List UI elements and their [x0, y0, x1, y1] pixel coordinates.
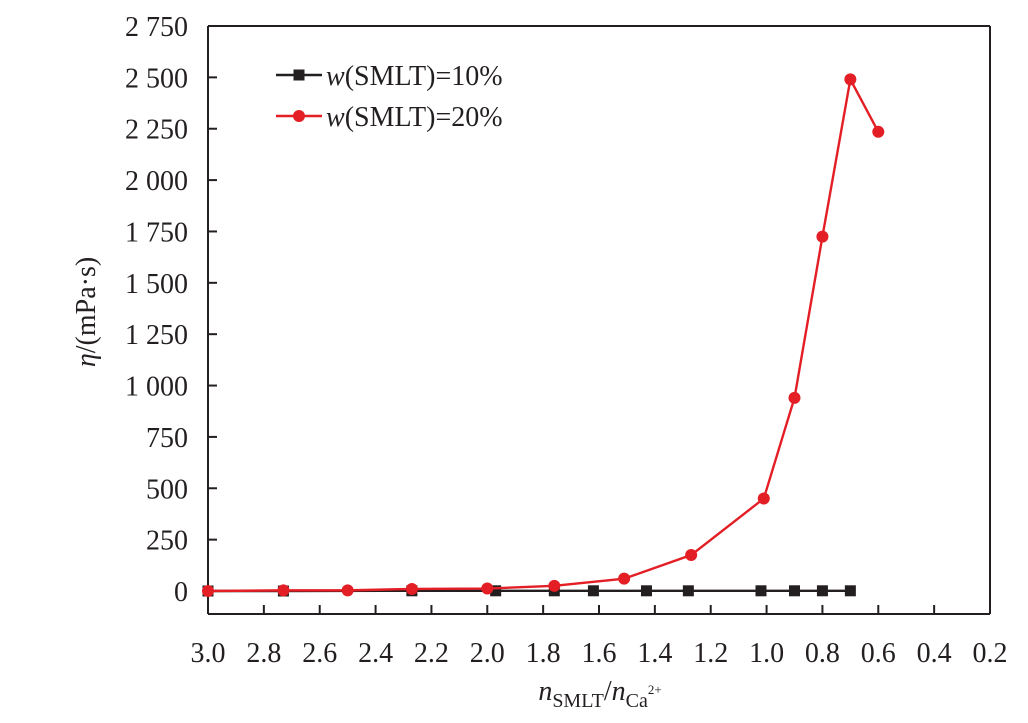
x-tick-label: 0.4 — [917, 638, 952, 669]
x-tick-label: 1.0 — [749, 638, 784, 669]
data-point — [342, 584, 354, 596]
data-point — [277, 584, 289, 596]
y-tick-label: 1 500 — [125, 269, 188, 300]
data-point — [548, 580, 560, 592]
data-point — [683, 585, 694, 596]
data-point — [641, 585, 652, 596]
data-point — [844, 73, 856, 85]
legend-label: w(SMLT)=20% — [326, 102, 503, 133]
y-tick-label: 250 — [146, 526, 188, 557]
y-tick-label: 2 750 — [125, 12, 188, 43]
x-tick-label: 2.0 — [470, 638, 505, 669]
x-tick-label: 0.6 — [861, 638, 896, 669]
data-point — [755, 585, 766, 596]
data-point — [685, 549, 697, 561]
x-axis-label: nSMLT/nCa2+ — [538, 676, 661, 712]
x-tick-label: 2.6 — [302, 638, 337, 669]
series-layer — [202, 73, 884, 597]
x-tick-label: 1.4 — [637, 638, 672, 669]
data-point — [872, 126, 884, 138]
legend-marker — [293, 110, 305, 122]
y-tick-label: 1 750 — [125, 217, 188, 248]
x-tick-label: 2.8 — [246, 638, 281, 669]
data-point — [845, 585, 856, 596]
data-point — [588, 585, 599, 596]
x-tick-label: 3.0 — [191, 638, 226, 669]
data-point — [758, 493, 770, 505]
x-tick-label: 2.4 — [358, 638, 393, 669]
legend-marker — [294, 70, 305, 81]
ticks: 0 250 500 750 1 000 1 250 1 500 1 750 2 000 2 250… — [125, 12, 1008, 669]
data-point — [618, 573, 630, 585]
legend-entry-1: w(SMLT)=10% — [276, 61, 503, 92]
y-tick-label: 1 000 — [125, 372, 188, 403]
data-point — [481, 583, 493, 595]
y-tick-label: 2 500 — [125, 63, 188, 94]
data-point — [789, 585, 800, 596]
x-tick-label: 0.8 — [805, 638, 840, 669]
x-tick-label: 1.8 — [526, 638, 561, 669]
x-tick-label: 2.2 — [414, 638, 449, 669]
x-tick-label: 1.2 — [693, 638, 728, 669]
data-point — [789, 392, 801, 404]
y-axis-label: η/(mPa·s) — [71, 257, 102, 367]
data-point — [816, 231, 828, 243]
y-tick-label: 750 — [146, 423, 188, 454]
series-line — [208, 79, 878, 591]
y-tick-label: 500 — [146, 474, 188, 505]
y-tick-label: 2 000 — [125, 166, 188, 197]
data-point — [202, 585, 214, 597]
legend: w(SMLT)=10% w(SMLT)=20% — [276, 61, 503, 133]
legend-entry-2: w(SMLT)=20% — [276, 102, 503, 133]
data-point — [406, 583, 418, 595]
series-2 — [202, 73, 884, 597]
x-tick-label: 0.2 — [973, 638, 1008, 669]
x-tick-label: 1.6 — [582, 638, 617, 669]
y-tick-label: 0 — [174, 577, 188, 608]
y-tick-label: 1 250 — [125, 320, 188, 351]
y-tick-label: 2 250 — [125, 115, 188, 146]
legend-label: w(SMLT)=10% — [326, 61, 503, 92]
data-point — [817, 585, 828, 596]
